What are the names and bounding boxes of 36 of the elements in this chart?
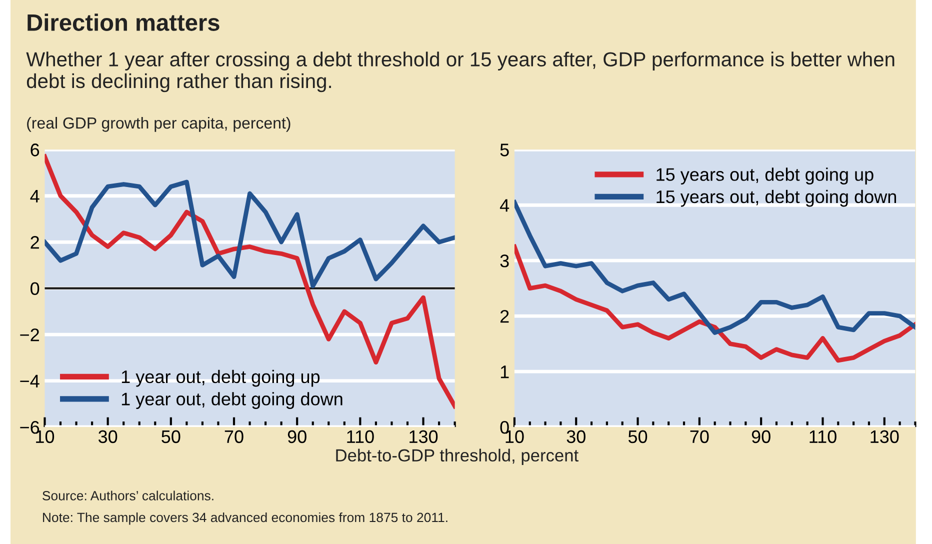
source-note: Source: Authors’ calculations.	[42, 490, 214, 500]
line-series	[44, 154, 455, 408]
y-axis-title: (real GDP growth per capita, percent)	[27, 116, 290, 132]
y-tick-label: 4	[30, 190, 40, 202]
x-tick-label: 90	[288, 430, 306, 444]
x-tick-label: 90	[752, 430, 770, 444]
chart-subtitle: Whether 1 year after crossing a debt threshold or 15 years after, GDP performance is better when debt is declining rather than rising.	[26, 52, 894, 92]
y-tick-label: 5	[500, 144, 509, 156]
legend-label: 1 year out, debt going up	[122, 370, 320, 387]
y-tick-label: 1	[500, 366, 509, 378]
x-tick-label: 70	[224, 430, 244, 444]
x-tick-label: 130	[870, 430, 899, 444]
y-tick-label: 3	[500, 254, 509, 268]
text: Note: The sample covers 34 advanced economies from 1875 to 2011.	[43, 512, 448, 525]
legend-label: 15 years out, debt going down	[656, 190, 896, 207]
x-tick-label: 110	[347, 430, 374, 444]
x-tick-label: 50	[162, 430, 180, 444]
x-tick-label: 130	[410, 430, 438, 444]
y-tick-label: 4	[500, 199, 510, 212]
line-series	[44, 180, 455, 288]
x-tick-label: 70	[690, 430, 709, 444]
chart-title: Direction matters	[28, 14, 220, 31]
legend-label: 1 year out, debt going down	[122, 392, 342, 409]
x-tick-label: 110	[810, 430, 836, 444]
y-tick-label: 2	[30, 236, 39, 249]
line-series	[514, 244, 916, 363]
x-tick-label: 30	[98, 430, 118, 444]
legend-label: 15 years out, debt going up	[656, 168, 874, 184]
y-tick-label: −4	[20, 374, 40, 388]
x-tick-label: 30	[566, 430, 586, 444]
x-tick-label: 50	[628, 430, 648, 444]
y-tick-label: 2	[500, 310, 509, 323]
x-axis-title: Debt-to-GDP threshold, percent	[336, 448, 578, 465]
y-tick-label: −2	[20, 328, 39, 342]
y-tick-label: 6	[30, 144, 40, 156]
y-tick-label: 0	[30, 282, 40, 296]
